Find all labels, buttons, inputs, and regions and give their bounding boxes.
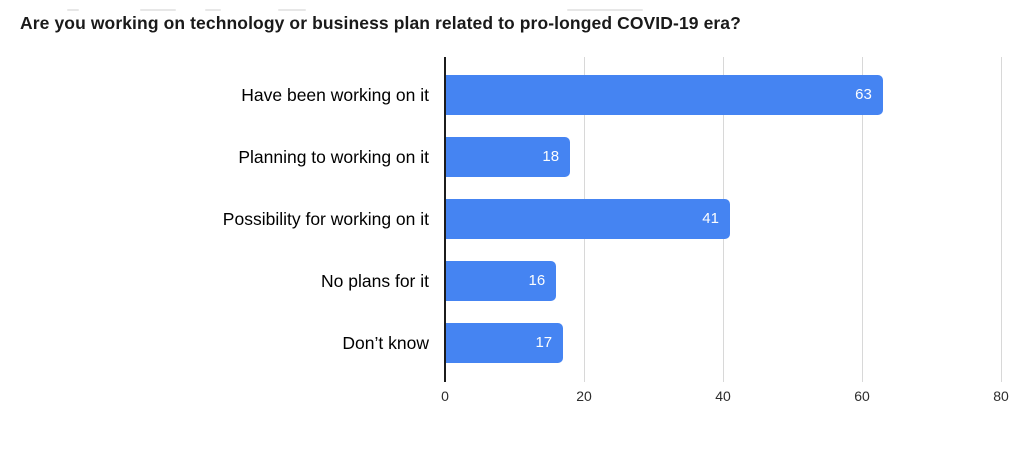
x-tick-label: 40: [715, 388, 731, 404]
category-label: No plans for it: [321, 270, 429, 291]
x-axis-tick-labels: 0 20 40 60 80: [0, 388, 1021, 408]
chart-title: Are you working on technology or busines…: [20, 13, 741, 33]
bar: 16: [445, 261, 557, 301]
x-tick-label: 60: [854, 388, 870, 404]
bar: 63: [445, 75, 883, 115]
category-label: Don’t know: [342, 332, 429, 353]
x-tick-label: 0: [441, 388, 449, 404]
bar-value-label: 17: [535, 334, 553, 351]
x-tick-label: 80: [993, 388, 1009, 404]
bar-value-label: 18: [542, 148, 560, 165]
bar-value-label: 16: [528, 272, 546, 289]
category-label: Have been working on it: [241, 84, 429, 105]
gridline: [862, 57, 863, 382]
bar-value-label: 63: [855, 86, 872, 103]
category-label: Possibility for working on it: [222, 208, 429, 229]
bar: 18: [445, 137, 571, 177]
bar: 41: [445, 199, 730, 239]
bar-value-label: 41: [702, 210, 719, 227]
plot-area: 63 18 41 16 17: [444, 57, 1002, 382]
gridline: [1001, 57, 1002, 382]
category-label: Planning to working on it: [238, 146, 429, 167]
y-axis-line: [444, 57, 446, 382]
category-axis-labels: Have been working on it Planning to worki…: [0, 57, 437, 375]
bar: 17: [445, 323, 564, 363]
x-tick-label: 20: [576, 388, 592, 404]
